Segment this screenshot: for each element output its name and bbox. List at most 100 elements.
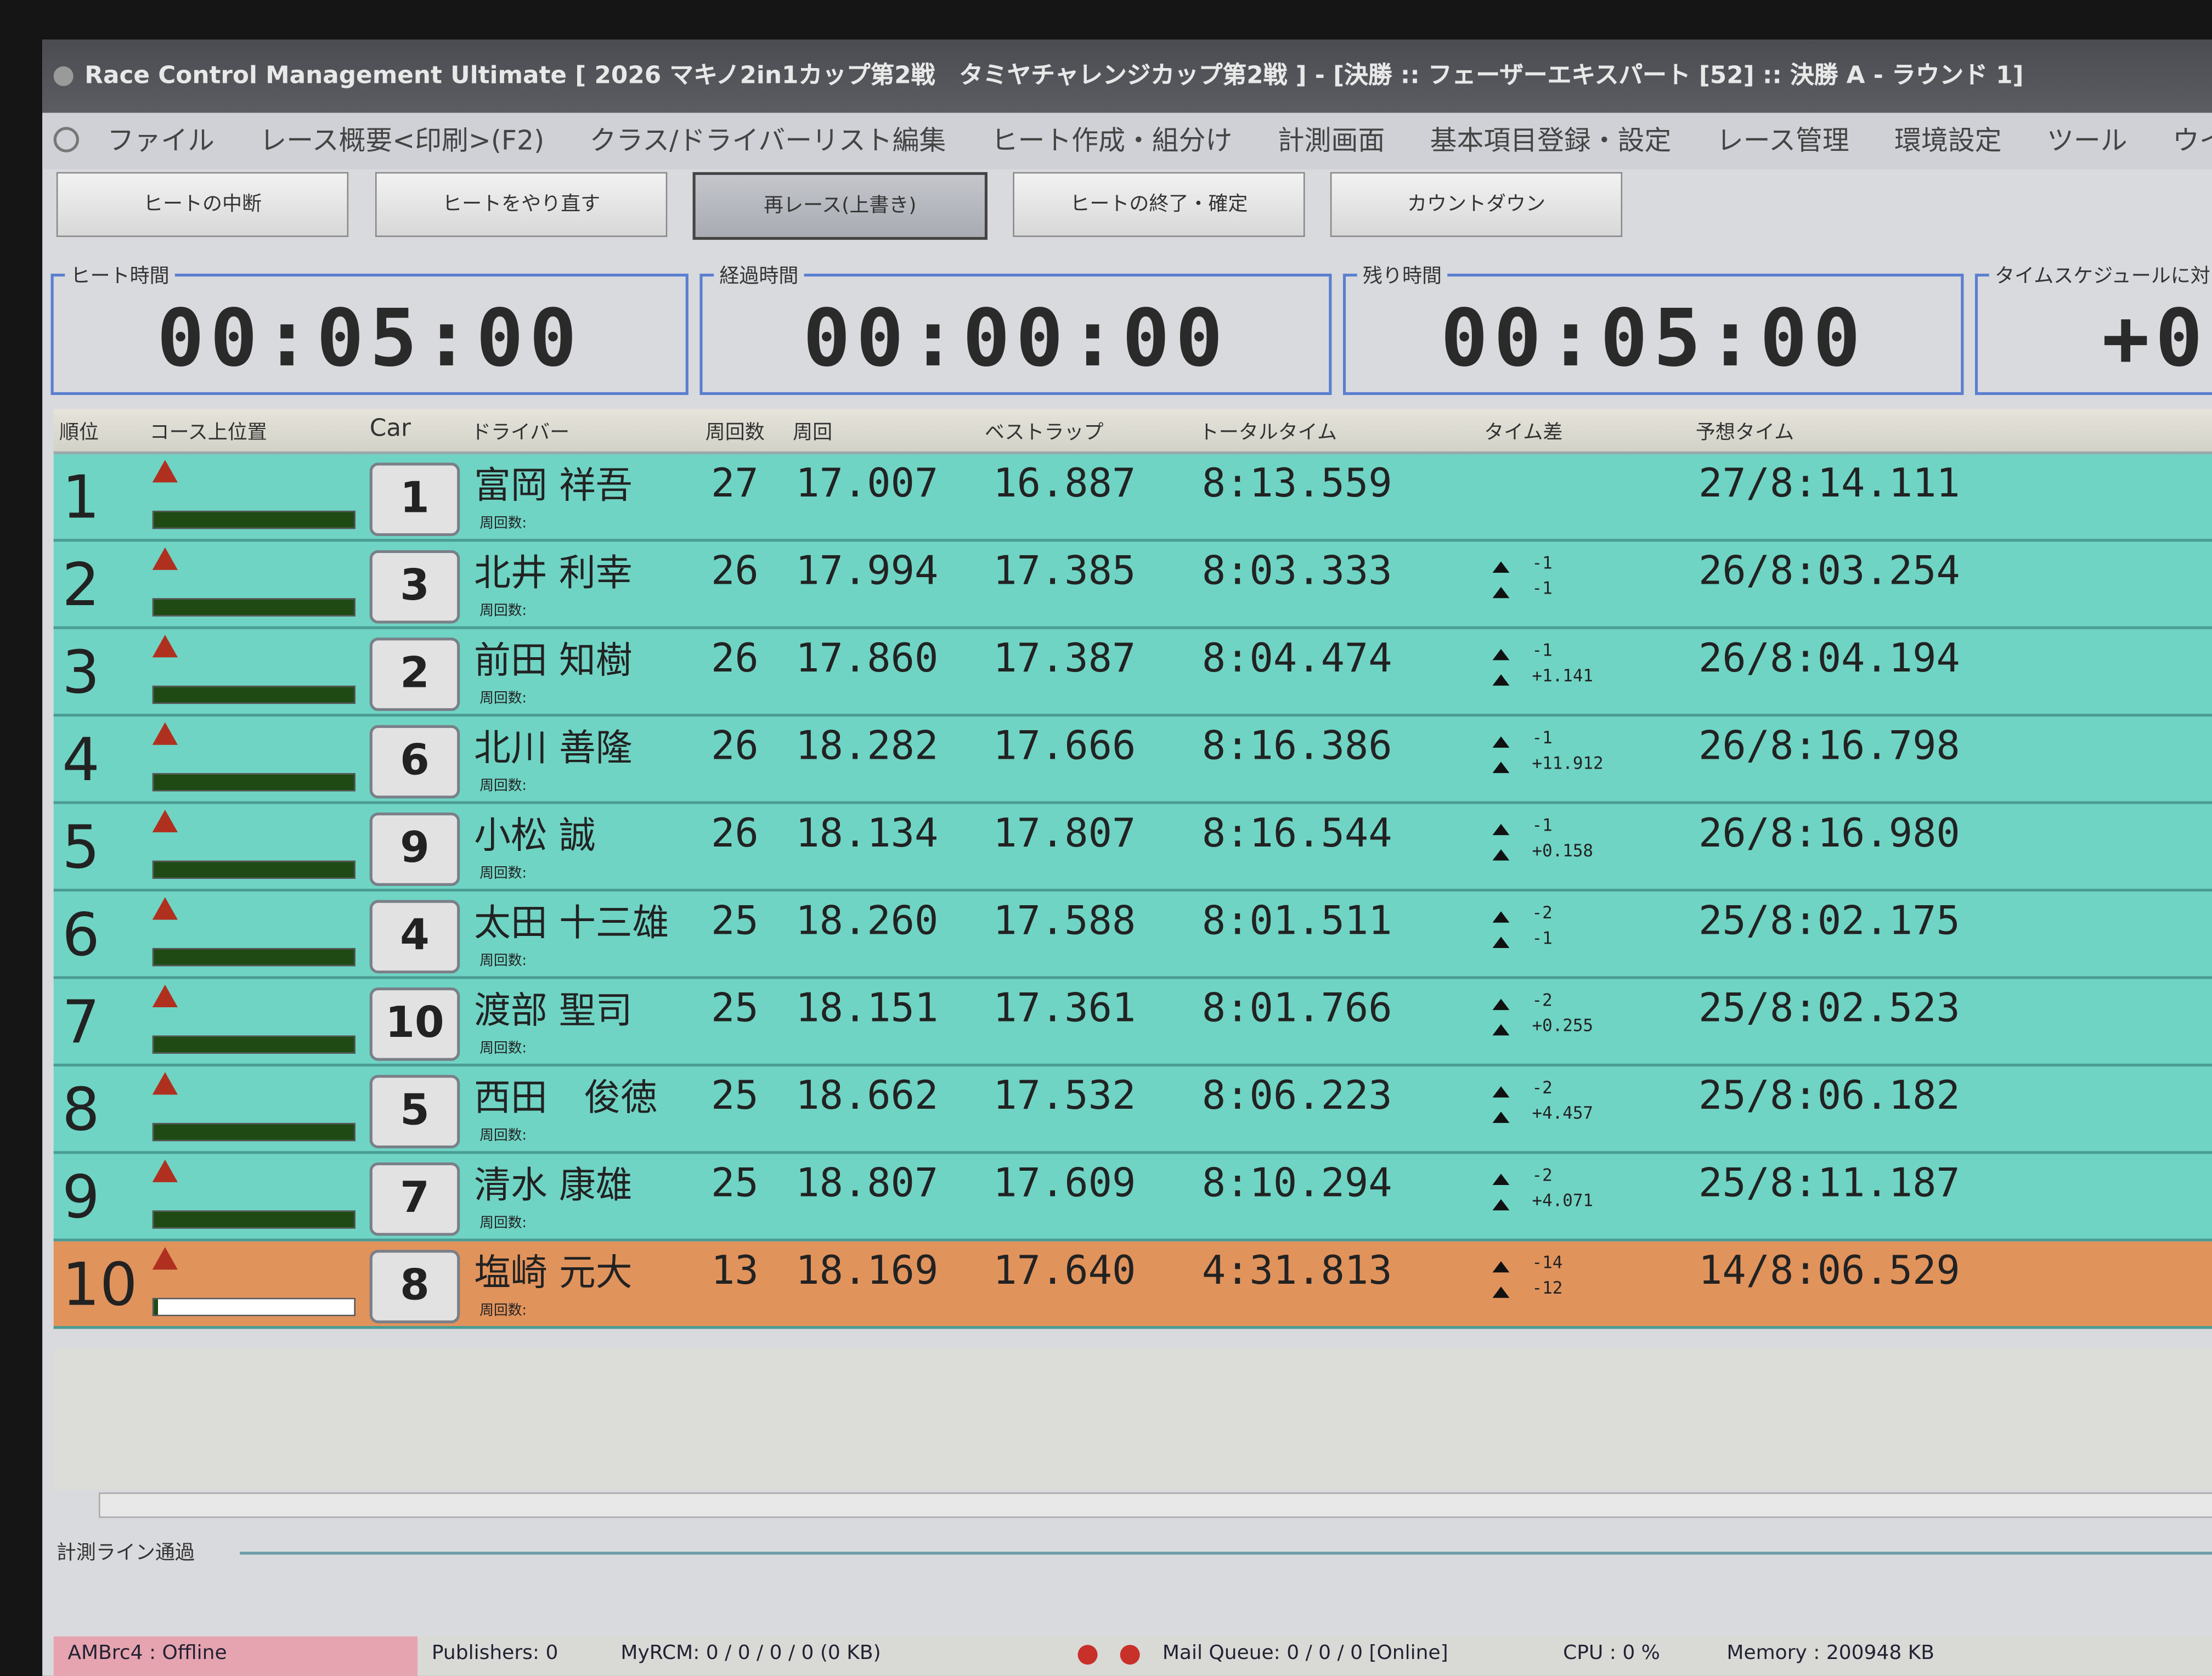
lap-time: 18.151 [795,984,939,1031]
table-empty-area [53,1348,2212,1490]
col-laps[interactable]: 周回数 [705,421,765,444]
table-row[interactable]: 1 1 富岡 祥吾 周回数: 27 17.007 16.887 8:13.559… [53,454,2212,542]
countdown-button[interactable]: カウントダウン [1330,172,1623,237]
status-indicator-icon [1077,1645,1098,1665]
car-marker-icon [152,984,178,1007]
driver-name: 北井 利幸 [473,552,633,596]
car-marker-icon [152,547,178,570]
heat-time-label: ヒート時間 [65,261,175,290]
car-number: 2 [369,637,460,711]
pause-heat-button[interactable]: ヒートの中断 [56,172,349,237]
table-row[interactable]: 8 5 西田 俊徳 周回数: 25 18.662 17.532 8:06.223… [53,1066,2212,1154]
col-course-position[interactable]: コース上位置 [149,421,267,444]
col-predicted-time[interactable]: 予想タイム [1695,421,1795,444]
rerace-button[interactable]: 再レース(上書き) [692,172,988,240]
course-position-fill [154,512,354,528]
horizontal-scrollbar[interactable] [98,1492,2212,1518]
rank: 4 [62,725,100,794]
predicted-time: 25/8:02.175 [1698,897,1960,944]
finish-heat-button[interactable]: ヒートの終了・確定 [1013,172,1305,237]
driver-name: 北川 善隆 [473,727,633,770]
lap-time: 17.860 [795,635,939,681]
laps: 25 [710,1159,759,1206]
menu-window[interactable]: ウインドウ [2172,125,2212,157]
menu-timing-screen[interactable]: 計測画面 [1277,125,1385,157]
course-position-bar [152,773,356,792]
laps: 26 [710,809,759,856]
menu-basic-settings[interactable]: 基本項目登録・設定 [1430,125,1672,157]
car-marker-icon [152,635,178,658]
publishers-status: Publishers: 0 [431,1642,558,1665]
best-lap: 17.385 [993,547,1136,594]
divider [240,1551,2212,1555]
diff-to-leader: -14 [1532,1252,1563,1273]
lap-time: 18.662 [795,1072,939,1119]
rank: 2 [62,550,100,619]
menu-tools[interactable]: ツール [2046,125,2128,157]
up-arrow-icon [1492,1199,1510,1211]
col-car[interactable]: Car [369,414,411,443]
course-position-bar [152,1210,356,1229]
lap-time: 18.169 [795,1247,939,1294]
table-row[interactable]: 3 2 前田 知樹 周回数: 26 17.860 17.387 8:04.474… [53,629,2212,717]
ambrc-status: AMBrc4 : Offline [53,1636,418,1676]
menu-race-management[interactable]: レース管理 [1716,125,1849,157]
table-row[interactable]: 5 9 小松 誠 周回数: 26 18.134 17.807 8:16.544 … [53,804,2212,892]
rank: 6 [62,900,100,969]
up-arrow-icon [1492,1024,1510,1036]
diff-to-previous: +11.912 [1532,753,1604,774]
car-number: 4 [369,900,460,974]
table-row[interactable]: 4 6 北川 善隆 周回数: 26 18.282 17.666 8:16.386… [53,716,2212,804]
course-position-bar [152,1297,356,1317]
menu-file[interactable]: ファイル [107,125,215,157]
car-number: 5 [369,1075,460,1149]
laps: 26 [710,635,759,681]
col-best-lap[interactable]: ベストラップ [984,421,1104,444]
up-arrow-icon [1492,648,1510,661]
diff-to-previous: +0.158 [1532,840,1594,861]
rank: 10 [62,1250,138,1319]
diff-to-previous: -1 [1532,928,1553,948]
course-position-fill [154,1299,158,1315]
table-header: 順位 コース上位置 Car ドライバー 周回数 周回 ベストラップ トータルタイ… [53,409,2212,454]
col-time-diff[interactable]: タイム差 [1484,421,1563,444]
driver-name: 小松 誠 [473,815,596,858]
predicted-time: 26/8:16.980 [1698,809,1960,856]
best-lap: 17.609 [993,1159,1136,1206]
menu-environment[interactable]: 環境設定 [1894,125,2002,157]
table-row[interactable]: 7 10 渡部 聖司 周回数: 25 18.151 17.361 8:01.76… [53,979,2212,1066]
rank: 5 [62,812,100,882]
menu-heat-create[interactable]: ヒート作成・組分け [991,125,1233,157]
diff-to-leader: -1 [1532,815,1553,836]
laps-sub-label: 周回数: [479,1041,527,1057]
col-total-time[interactable]: トータルタイム [1199,421,1338,444]
course-position-fill [154,949,354,965]
laps: 25 [710,897,759,944]
best-lap: 17.807 [993,809,1136,856]
table-row[interactable]: 6 4 太田 十三雄 周回数: 25 18.260 17.588 8:01.51… [53,891,2212,979]
diff-to-leader: -1 [1532,727,1553,748]
col-driver[interactable]: ドライバー [471,421,570,444]
col-lap[interactable]: 周回 [793,421,833,444]
col-rank[interactable]: 順位 [59,421,99,444]
table-row[interactable]: 10 8 塩崎 元大 周回数: 13 18.169 17.640 4:31.81… [53,1241,2212,1329]
laps: 26 [710,722,759,769]
app-menu-icon[interactable] [53,127,79,153]
total-time: 8:01.766 [1201,984,1392,1031]
redo-heat-button[interactable]: ヒートをやり直す [375,172,668,237]
course-position-bar [152,1122,356,1142]
menu-class-driver-list[interactable]: クラス/ドライバーリスト編集 [589,125,946,157]
laps-sub-label: 周回数: [479,778,527,794]
menu-race-summary[interactable]: レース概要<印刷>(F2) [259,125,545,157]
best-lap: 17.361 [993,984,1136,1031]
diff-to-previous: +0.255 [1532,1015,1594,1036]
laps-sub-label: 周回数: [479,1128,527,1144]
elapsed-time-panel: 経過時間 00:00:00 [699,261,1332,395]
remaining-time-label: 残り時間 [1357,261,1448,290]
predicted-time: 25/8:06.182 [1698,1072,1960,1119]
table-row[interactable]: 2 3 北井 利幸 周回数: 26 17.994 17.385 8:03.333… [53,541,2212,629]
rank: 3 [62,637,100,707]
car-number: 10 [369,987,460,1061]
table-row[interactable]: 9 7 清水 康雄 周回数: 25 18.807 17.609 8:10.294… [53,1154,2212,1242]
diff-to-leader: -2 [1532,1077,1553,1098]
